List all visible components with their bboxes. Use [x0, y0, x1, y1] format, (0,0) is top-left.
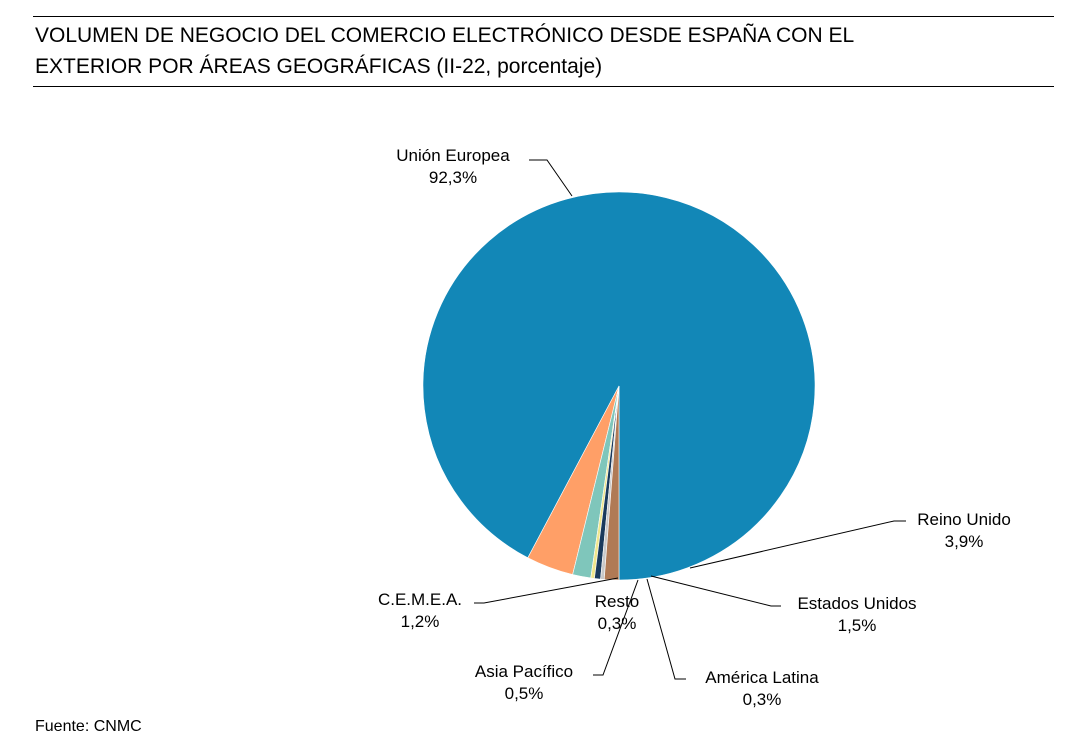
chart-title: VOLUMEN DE NEGOCIO DEL COMERCIO ELECTRÓN…: [35, 20, 1045, 82]
slice-value-label: 1,5%: [838, 616, 877, 635]
slice-label: Resto: [595, 592, 639, 611]
slice-label: Estados Unidos: [797, 594, 916, 613]
pie-slice-c-e-m-e-a-: [603, 385, 620, 581]
slice-value-label: 0,3%: [743, 690, 782, 709]
pie-labels: Unión Europea 92,3% Reino Unido 3,9% Estados…: [378, 146, 1011, 709]
slice-label: Reino Unido: [917, 510, 1011, 529]
title-bottom-rule: [33, 86, 1054, 87]
leader-line: [646, 578, 686, 680]
chart-title-line-2: EXTERIOR POR ÁREAS GEOGRÁFICAS (II-22, p…: [35, 55, 603, 78]
pie-slices: [422, 191, 816, 581]
leader-line: [593, 579, 639, 676]
slice-value-label: 0,5%: [505, 684, 544, 703]
leader-line: [529, 159, 573, 197]
slice-label: C.E.M.E.A.: [378, 590, 462, 609]
pie-leader-lines: [474, 159, 906, 680]
slice-label: Unión Europea: [396, 146, 510, 165]
leader-line: [474, 577, 619, 604]
slice-label: Asia Pacífico: [475, 662, 573, 681]
title-top-rule: [33, 16, 1054, 17]
chart-title-line-1: VOLUMEN DE NEGOCIO DEL COMERCIO ELECTRÓN…: [35, 24, 855, 47]
slice-value-label: 3,9%: [945, 532, 984, 551]
leader-line: [650, 575, 781, 607]
slice-value-label: 92,3%: [429, 168, 477, 187]
source-note: Fuente: CNMC: [35, 718, 142, 735]
slice-label: América Latina: [705, 668, 819, 687]
slice-value-label: 0,3%: [598, 614, 637, 633]
slice-value-label: 1,2%: [401, 612, 440, 631]
leader-line: [689, 520, 906, 569]
